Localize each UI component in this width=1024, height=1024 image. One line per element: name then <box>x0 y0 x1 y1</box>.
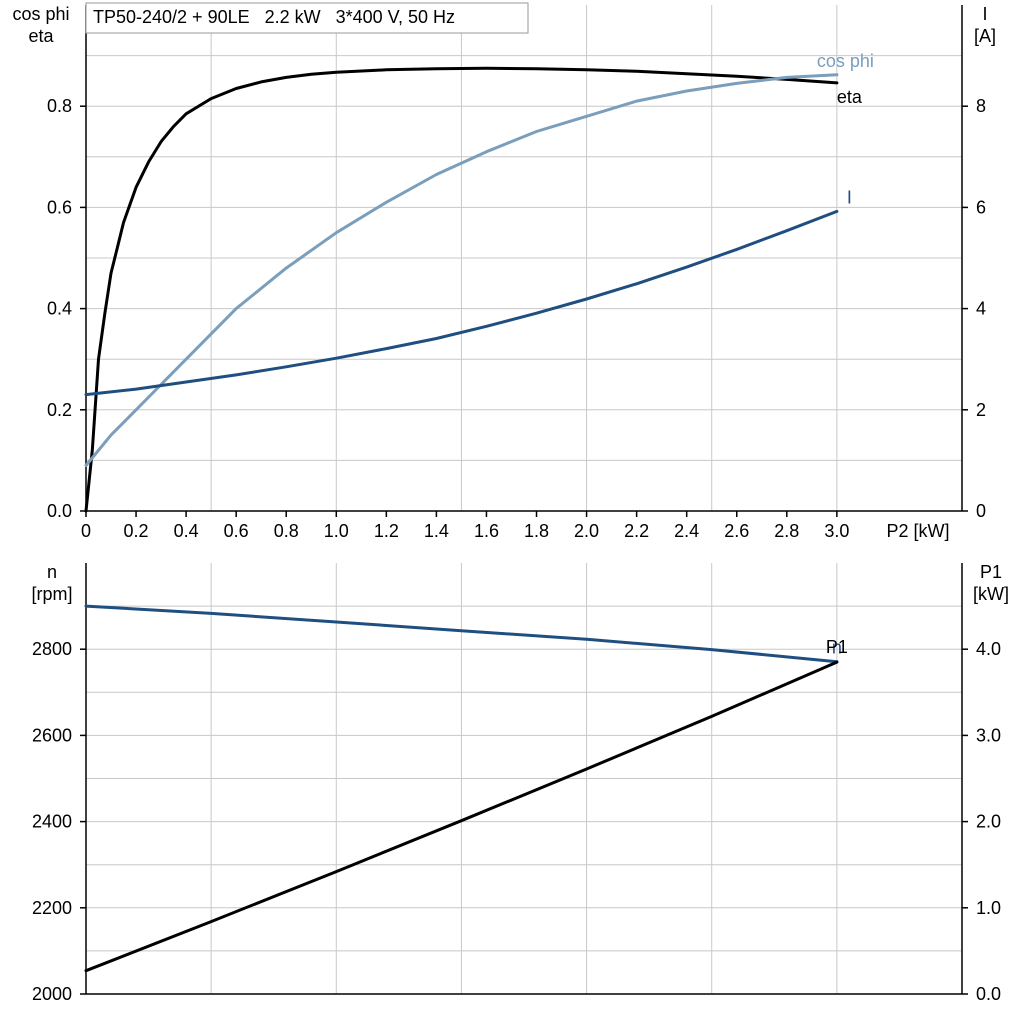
y-tick-label-left: 2800 <box>32 639 72 659</box>
y-tick-label-right: 6 <box>976 197 986 217</box>
y-axis-label-right: [A] <box>974 26 996 46</box>
y-tick-label-right: 3.0 <box>976 725 1001 745</box>
chart-title: TP50-240/2 + 90LE 2.2 kW 3*400 V, 50 Hz <box>93 7 455 27</box>
y-tick-label-right: 0.0 <box>976 984 1001 1004</box>
x-tick-label: 1.0 <box>324 521 349 541</box>
y-axis-label-right: I <box>982 4 987 24</box>
x-tick-label: 2.4 <box>674 521 699 541</box>
series-line-current <box>84 209 839 397</box>
y-tick-label-left: 2600 <box>32 725 72 745</box>
y-tick-label-left: 2000 <box>32 984 72 1004</box>
bottom-panel: 200022002400260028000.01.02.03.04.0n[rpm… <box>31 562 1009 1004</box>
x-tick-label: 1.8 <box>524 521 549 541</box>
y-tick-label-right: 2.0 <box>976 812 1001 832</box>
y-axis-label-left: [rpm] <box>31 584 72 604</box>
y-axis-label-right: [kW] <box>973 584 1009 604</box>
x-tick-label: 1.6 <box>474 521 499 541</box>
x-tick-label: 2.6 <box>724 521 749 541</box>
x-tick-label: 2.8 <box>774 521 799 541</box>
x-tick-label: 1.4 <box>424 521 449 541</box>
y-axis-label-left: eta <box>28 26 54 46</box>
y-tick-label-left: 0.4 <box>47 299 72 319</box>
x-tick-label: 3.0 <box>824 521 849 541</box>
series-label-eta: eta <box>837 87 863 107</box>
x-tick-label: 0.2 <box>124 521 149 541</box>
x-tick-label: 0.6 <box>224 521 249 541</box>
x-tick-label: 1.2 <box>374 521 399 541</box>
title-box <box>85 2 529 34</box>
y-axis-label-right: P1 <box>980 562 1002 582</box>
y-tick-label-right: 2 <box>976 400 986 420</box>
y-tick-label-left: 0.0 <box>47 501 72 521</box>
series-label-current: I <box>847 187 852 207</box>
series-label-p1: P1 <box>826 637 848 657</box>
x-tick-label: 2.2 <box>624 521 649 541</box>
grid <box>86 563 963 994</box>
series-line-speed <box>84 604 839 664</box>
x-tick-label: 0 <box>81 521 91 541</box>
y-tick-label-right: 0 <box>976 501 986 521</box>
y-tick-label-right: 4 <box>976 299 986 319</box>
y-tick-label-right: 8 <box>976 96 986 116</box>
y-tick-label-right: 1.0 <box>976 898 1001 918</box>
x-tick-label: 0.8 <box>274 521 299 541</box>
y-tick-label-left: 0.6 <box>47 197 72 217</box>
y-tick-label-left: 0.2 <box>47 400 72 420</box>
title-group: TP50-240/2 + 90LE 2.2 kW 3*400 V, 50 Hz <box>85 2 529 34</box>
x-tick-label: 2.0 <box>574 521 599 541</box>
series-line-p1 <box>84 660 839 973</box>
y-tick-label-left: 2400 <box>32 812 72 832</box>
y-tick-label-right: 4.0 <box>976 639 1001 659</box>
y-axis-label-left: cos phi <box>12 4 69 24</box>
y-axis-label-left: n <box>47 562 57 582</box>
x-tick-label: 0.4 <box>174 521 199 541</box>
series-label-cos_phi: cos phi <box>817 51 874 71</box>
series-label-speed: n <box>832 638 842 658</box>
x-axis-label: P2 [kW] <box>886 521 949 541</box>
series-line-eta <box>84 66 839 513</box>
y-tick-label-left: 0.8 <box>47 96 72 116</box>
y-tick-label-left: 2200 <box>32 898 72 918</box>
grid <box>86 5 963 511</box>
